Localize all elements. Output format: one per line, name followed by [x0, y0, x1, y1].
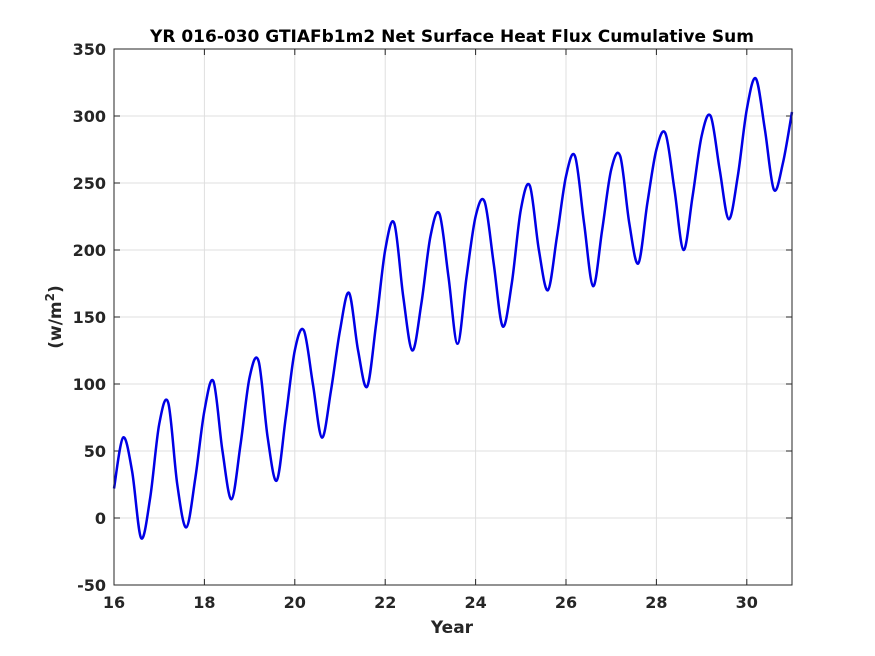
x-tick-label: 30: [736, 593, 758, 612]
y-axis-label: (w/m2): [43, 285, 66, 349]
y-tick-label: 50: [84, 442, 106, 461]
y-tick-label: 350: [73, 40, 106, 59]
x-tick-label: 28: [645, 593, 667, 612]
series-line: [112, 76, 794, 540]
y-axis-label-suffix: ): [46, 285, 66, 293]
y-axis-label-text: (w/m: [46, 301, 66, 348]
x-tick-labels: 16 18 20 22 24 26 28 30: [103, 593, 758, 612]
y-tick-label: -50: [77, 576, 106, 595]
x-tick-label: 26: [555, 593, 577, 612]
y-tick-labels: -50 0 50 100 150 200 250 300 350: [73, 40, 106, 595]
x-tick-label: 20: [284, 593, 306, 612]
x-tick-label: 24: [464, 593, 486, 612]
y-tick-label: 150: [73, 308, 106, 327]
y-tick-label: 0: [95, 509, 106, 528]
plot-frame: [113, 48, 793, 586]
y-tick-label: 100: [73, 375, 106, 394]
y-tick-label: 300: [73, 107, 106, 126]
y-tick-label: 250: [73, 174, 106, 193]
y-axis-label-superscript: 2: [43, 293, 57, 301]
x-axis-label: Year: [430, 618, 474, 638]
x-tick-label: 18: [193, 593, 215, 612]
x-tick-label: 16: [103, 593, 125, 612]
chart-title: YR 016-030 GTIAFb1m2 Net Surface Heat Fl…: [149, 27, 754, 47]
y-tick-label: 200: [73, 241, 106, 260]
x-tick-label: 22: [374, 593, 396, 612]
